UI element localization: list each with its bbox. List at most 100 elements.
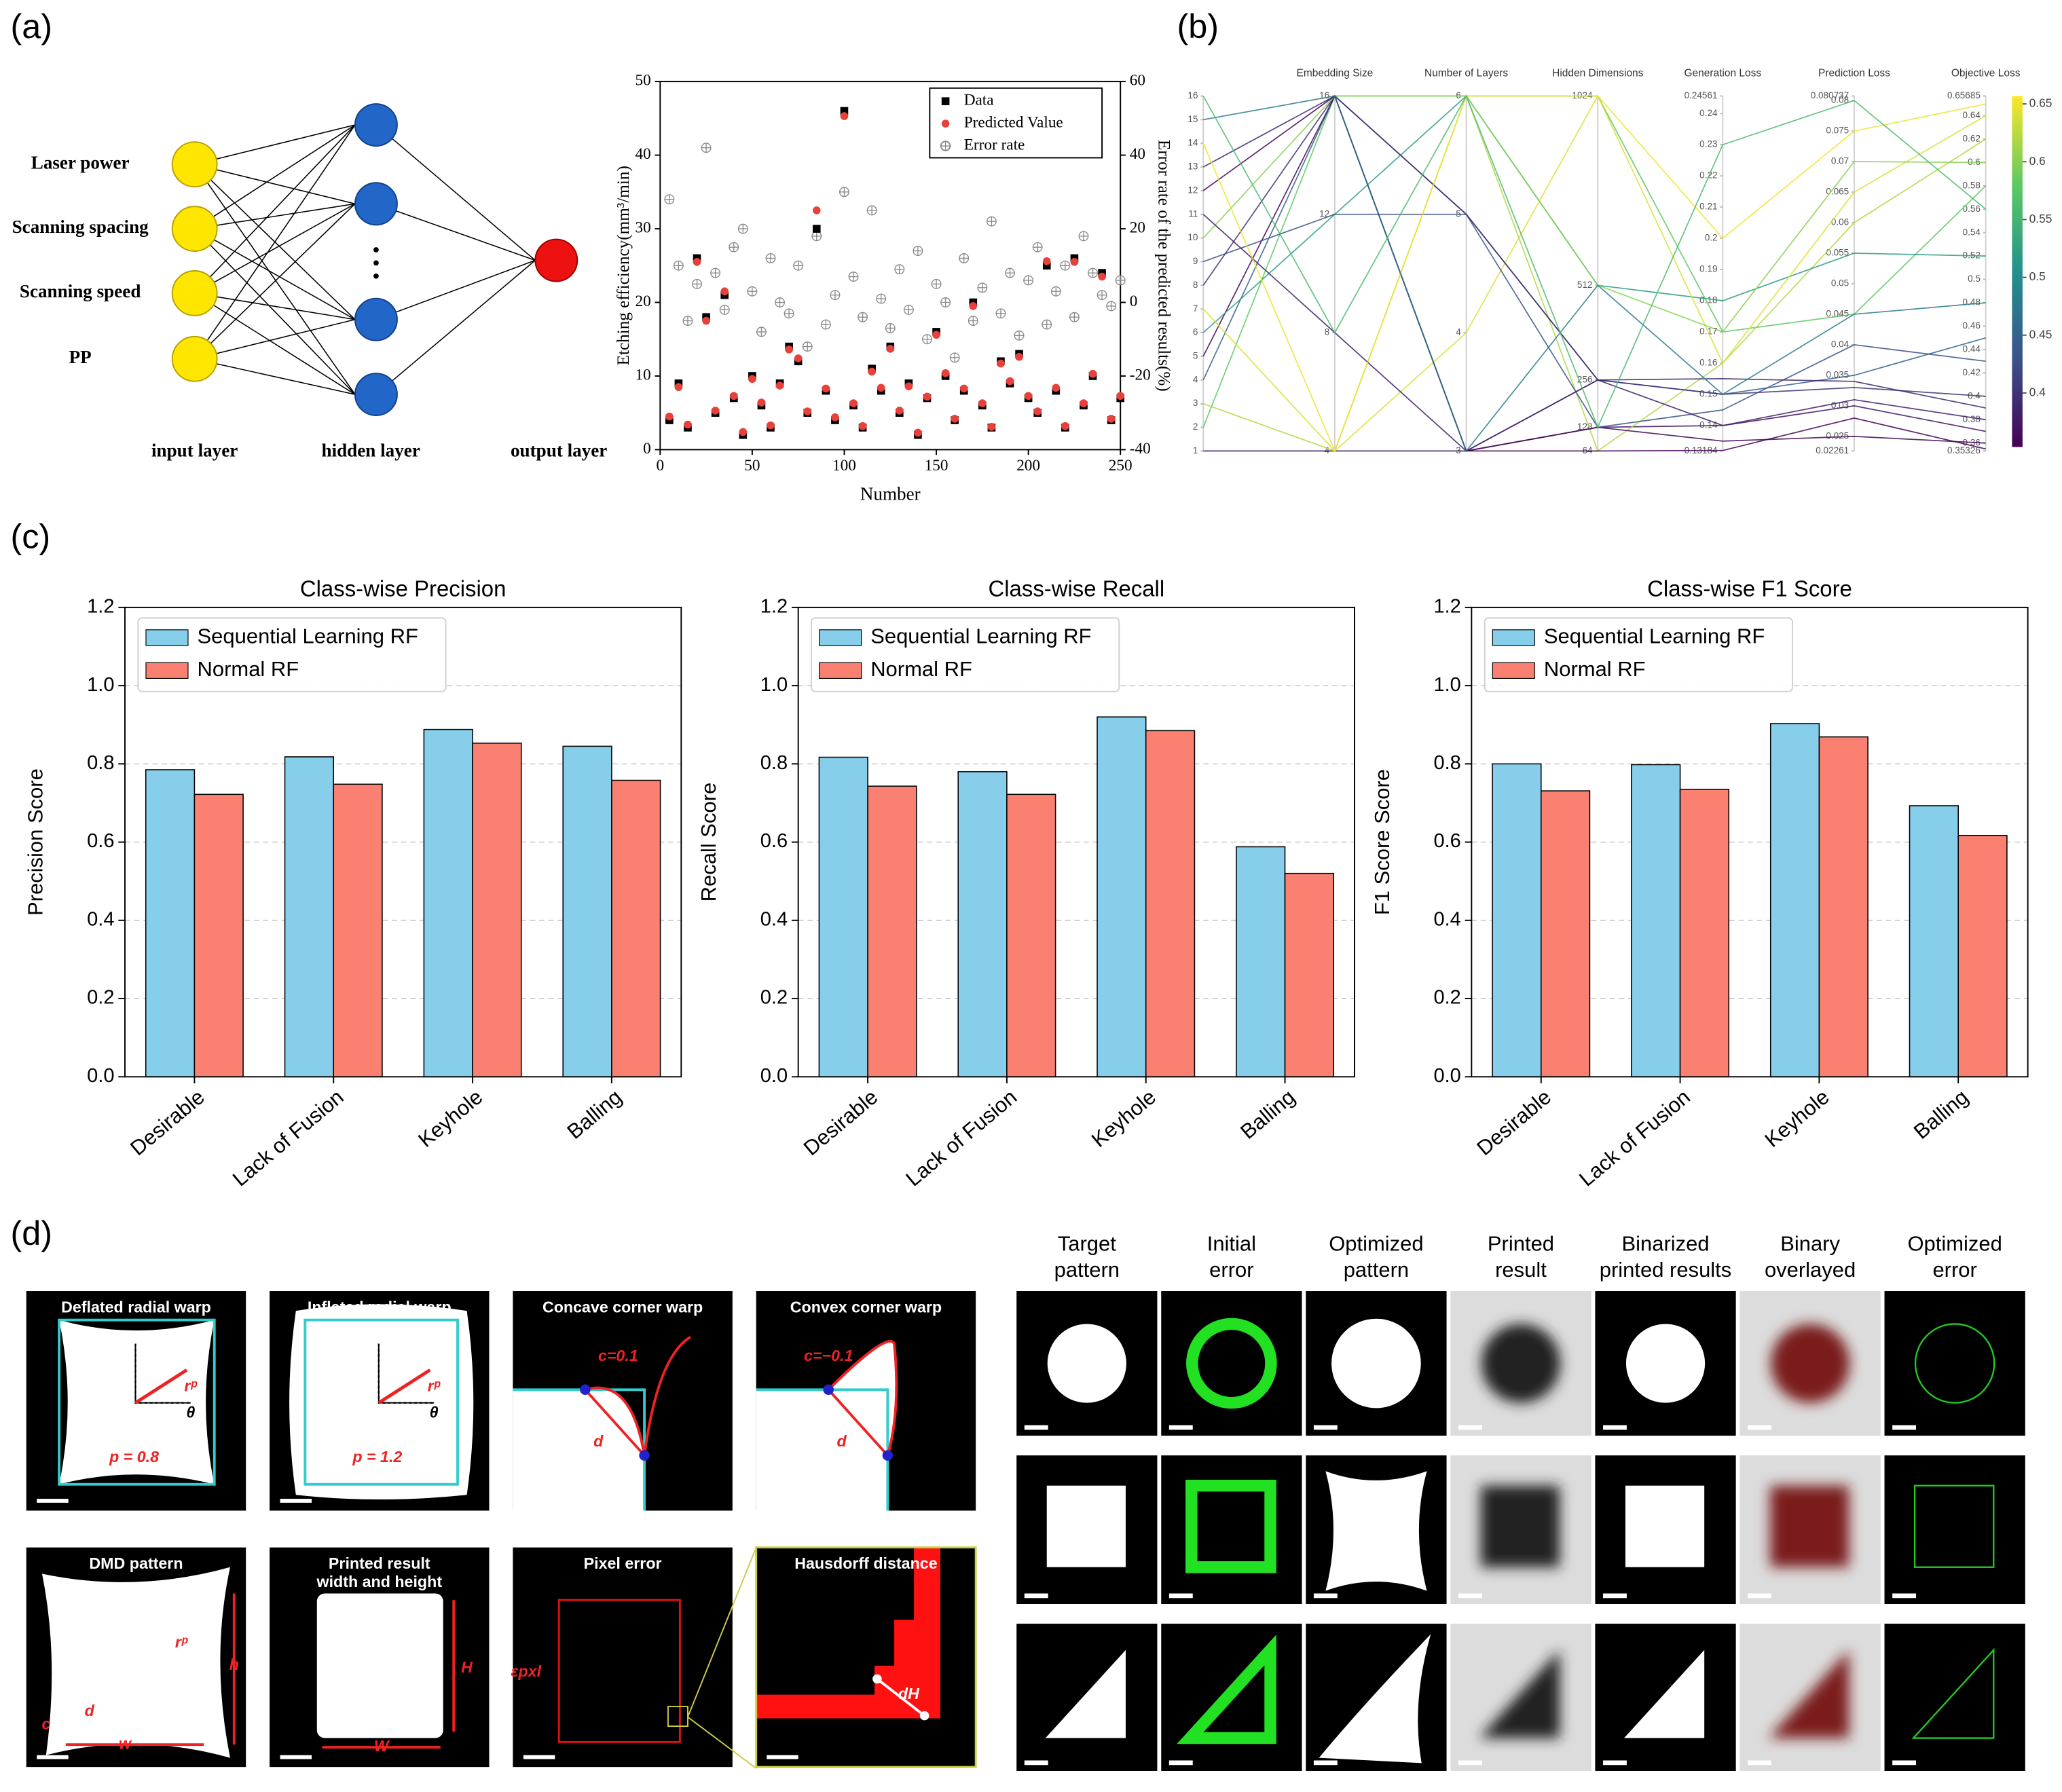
legend-swatch xyxy=(1492,662,1535,679)
predicted-point xyxy=(1080,399,1088,407)
bar xyxy=(1006,794,1056,1078)
legend-box xyxy=(137,617,447,692)
tile-label: c xyxy=(41,1715,50,1732)
error-point xyxy=(977,282,988,293)
target-outline xyxy=(303,1318,459,1486)
x-tick-label: Desirable xyxy=(799,1085,883,1160)
error-point xyxy=(756,326,767,337)
error-point xyxy=(1069,312,1080,322)
warp-tile: DMD pattern rᵖ h w c d xyxy=(26,1547,246,1768)
warp-curve xyxy=(585,1336,691,1456)
legend-box xyxy=(929,87,1103,159)
axis-tick-label: 0.24 xyxy=(1699,108,1718,118)
input-node xyxy=(171,141,218,188)
edge xyxy=(194,318,356,360)
predicted-point xyxy=(665,412,674,421)
panel-label: (c) xyxy=(10,517,50,555)
predicted-point xyxy=(748,375,756,384)
pattern-shape xyxy=(1914,1323,1995,1404)
pattern-shape xyxy=(1325,1471,1427,1591)
error-point xyxy=(682,316,693,326)
zoom-frame xyxy=(755,1546,977,1768)
trial-line xyxy=(1202,95,1987,428)
tile-label: w xyxy=(119,1734,132,1752)
predicted-point xyxy=(684,420,692,429)
target-outline xyxy=(513,1388,646,1511)
trial-line xyxy=(1202,94,1986,452)
y2-axis-label: Error rate of the predicted results(%) xyxy=(1154,140,1173,392)
error-cross xyxy=(1005,268,1015,278)
edge xyxy=(194,228,356,320)
bar xyxy=(1284,872,1335,1078)
pattern-shape xyxy=(1769,1649,1849,1738)
x-tick-label: Balling xyxy=(1236,1085,1300,1144)
shape xyxy=(41,1567,230,1758)
tile-label: d xyxy=(85,1702,95,1719)
network-edges xyxy=(194,124,536,395)
bar xyxy=(562,745,612,1078)
predicted-point xyxy=(941,369,950,377)
edge xyxy=(194,124,356,360)
colorbar-tick-label: 0.4 xyxy=(2029,386,2046,399)
layer-label: output layer xyxy=(511,441,607,461)
legend: Data Predicted Value Error rate xyxy=(929,87,1103,159)
axis-tick-label: 16 xyxy=(1188,90,1198,100)
error-point xyxy=(729,242,739,253)
error-point xyxy=(894,264,905,275)
target-outline xyxy=(756,1388,889,1511)
predicted-point xyxy=(969,302,978,310)
error-point xyxy=(968,316,978,326)
scale-bar xyxy=(1168,1760,1193,1766)
y-tick-label: 1.2 xyxy=(87,596,114,618)
scale-bar xyxy=(1892,1760,1917,1766)
axis-tick-label: 0.22 xyxy=(1699,170,1717,181)
error-cross xyxy=(803,341,813,352)
error-cross xyxy=(766,253,775,263)
y-tick-label: 1.0 xyxy=(760,674,788,696)
edge xyxy=(375,259,536,395)
warp-tile: Concave corner warp c=0.1 d xyxy=(513,1291,733,1511)
input-node xyxy=(171,206,218,252)
x-axis-label: Number xyxy=(860,483,921,504)
y2-tick-label: 40 xyxy=(1130,145,1145,163)
pattern-cell xyxy=(1161,1291,1302,1436)
bar xyxy=(1679,789,1730,1078)
scale-bar xyxy=(1892,1593,1917,1599)
x-tick-label: Lack of Fusion xyxy=(228,1085,348,1191)
tile-label: d xyxy=(593,1432,604,1450)
tile-title: Deflated radial warp xyxy=(61,1298,211,1315)
axis-tick-label: 0.24561 xyxy=(1684,90,1718,100)
predicted-point xyxy=(693,258,701,266)
y-axis-label: Etching efficiency(mm³/min) xyxy=(614,166,633,365)
tile-title: width and height xyxy=(316,1573,443,1590)
bar xyxy=(1909,805,1959,1078)
scale-bar xyxy=(1748,1593,1771,1599)
error-cross xyxy=(1014,331,1024,341)
y-axis-label: Recall Score xyxy=(697,783,720,902)
edge xyxy=(194,164,356,395)
input-node xyxy=(171,335,218,382)
axis-tick-label: 13 xyxy=(1188,162,1198,172)
legend-swatch xyxy=(819,662,862,679)
predicted-point xyxy=(1042,257,1051,265)
tile-title: Convex corner warp xyxy=(790,1298,942,1315)
predicted-point xyxy=(904,382,913,390)
colorbar-tick-label: 0.45 xyxy=(2029,327,2052,341)
y-tick-label: 1.2 xyxy=(760,596,788,618)
pattern-cell xyxy=(1306,1455,1447,1605)
axis-tick-label: 2 xyxy=(1193,422,1198,432)
axis-tick-label: 3 xyxy=(1193,398,1198,408)
legend-label: Normal RF xyxy=(198,657,299,681)
error-cross xyxy=(1023,276,1033,285)
hidden-node xyxy=(354,103,398,147)
panel-label: (a) xyxy=(10,7,52,45)
error-point xyxy=(830,290,841,301)
tile-label: p = 1.2 xyxy=(352,1448,402,1466)
dh-end xyxy=(919,1711,929,1721)
axis-tick-label: 0.07 xyxy=(1831,156,1849,166)
axis-tick-label: 0.05 xyxy=(1831,278,1849,288)
predicted-point xyxy=(923,392,932,401)
bar xyxy=(611,779,661,1078)
cell-background xyxy=(1884,1291,2025,1436)
y-tick-label: 0.4 xyxy=(1433,909,1460,931)
